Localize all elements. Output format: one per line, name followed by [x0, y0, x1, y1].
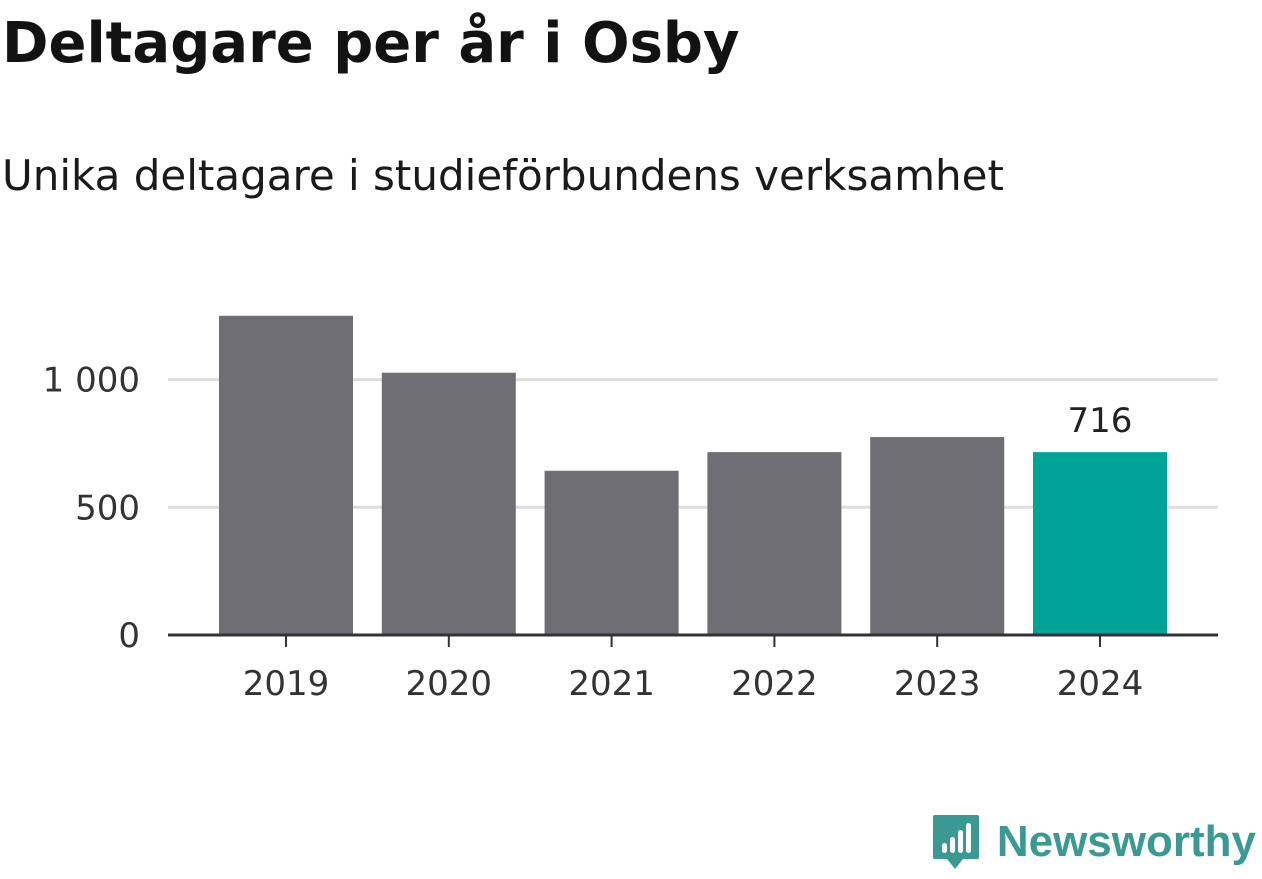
bar	[219, 315, 353, 635]
bar-highlight	[1033, 452, 1167, 635]
y-tick-label: 0	[118, 616, 140, 656]
y-tick-label: 1 000	[43, 361, 140, 401]
brand-name: Newsworthy	[996, 817, 1256, 866]
x-tick-label: 2023	[894, 664, 981, 704]
bar	[381, 372, 516, 635]
bar	[870, 437, 1005, 635]
x-tick-label: 2021	[568, 664, 655, 704]
labels: 0 500 1 000 2019 2020 2021 2022 2023 2024 716	[43, 361, 1144, 704]
chart-title: Deltagare per år i Osby	[2, 11, 740, 76]
y-tick-label: 500	[75, 488, 140, 528]
x-tick-label: 2022	[731, 664, 818, 704]
bars	[219, 315, 1167, 635]
chart-subtitle: Unika deltagare i studieförbundens verks…	[2, 151, 1004, 200]
newsworthy-logo-icon	[932, 815, 979, 869]
x-tick-label: 2020	[406, 664, 493, 704]
data-label: 716	[1068, 401, 1133, 441]
x-axis	[168, 633, 1218, 647]
x-tick-label: 2019	[243, 664, 330, 704]
bar	[544, 470, 679, 635]
bar-chart: 0 500 1 000 2019 2020 2021 2022 2023 2024 716	[43, 315, 1218, 704]
bar	[707, 452, 842, 635]
x-tick-label: 2024	[1057, 664, 1144, 704]
newsworthy-logo: Newsworthy	[931, 813, 1256, 871]
